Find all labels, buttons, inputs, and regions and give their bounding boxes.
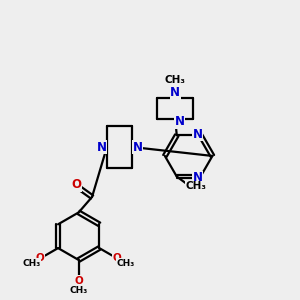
Text: N: N	[193, 128, 202, 141]
Text: O: O	[74, 276, 83, 286]
Text: N: N	[97, 140, 106, 154]
Text: N: N	[175, 116, 185, 128]
Text: O: O	[71, 178, 81, 191]
Text: CH₃: CH₃	[23, 259, 41, 268]
Text: N: N	[170, 86, 180, 99]
Text: CH₃: CH₃	[165, 75, 186, 85]
Text: CH₃: CH₃	[186, 181, 207, 191]
Text: CH₃: CH₃	[116, 259, 135, 268]
Text: CH₃: CH₃	[70, 286, 88, 295]
Text: N: N	[193, 171, 202, 184]
Text: N: N	[133, 140, 142, 154]
Text: O: O	[113, 254, 122, 263]
Text: O: O	[36, 254, 44, 263]
